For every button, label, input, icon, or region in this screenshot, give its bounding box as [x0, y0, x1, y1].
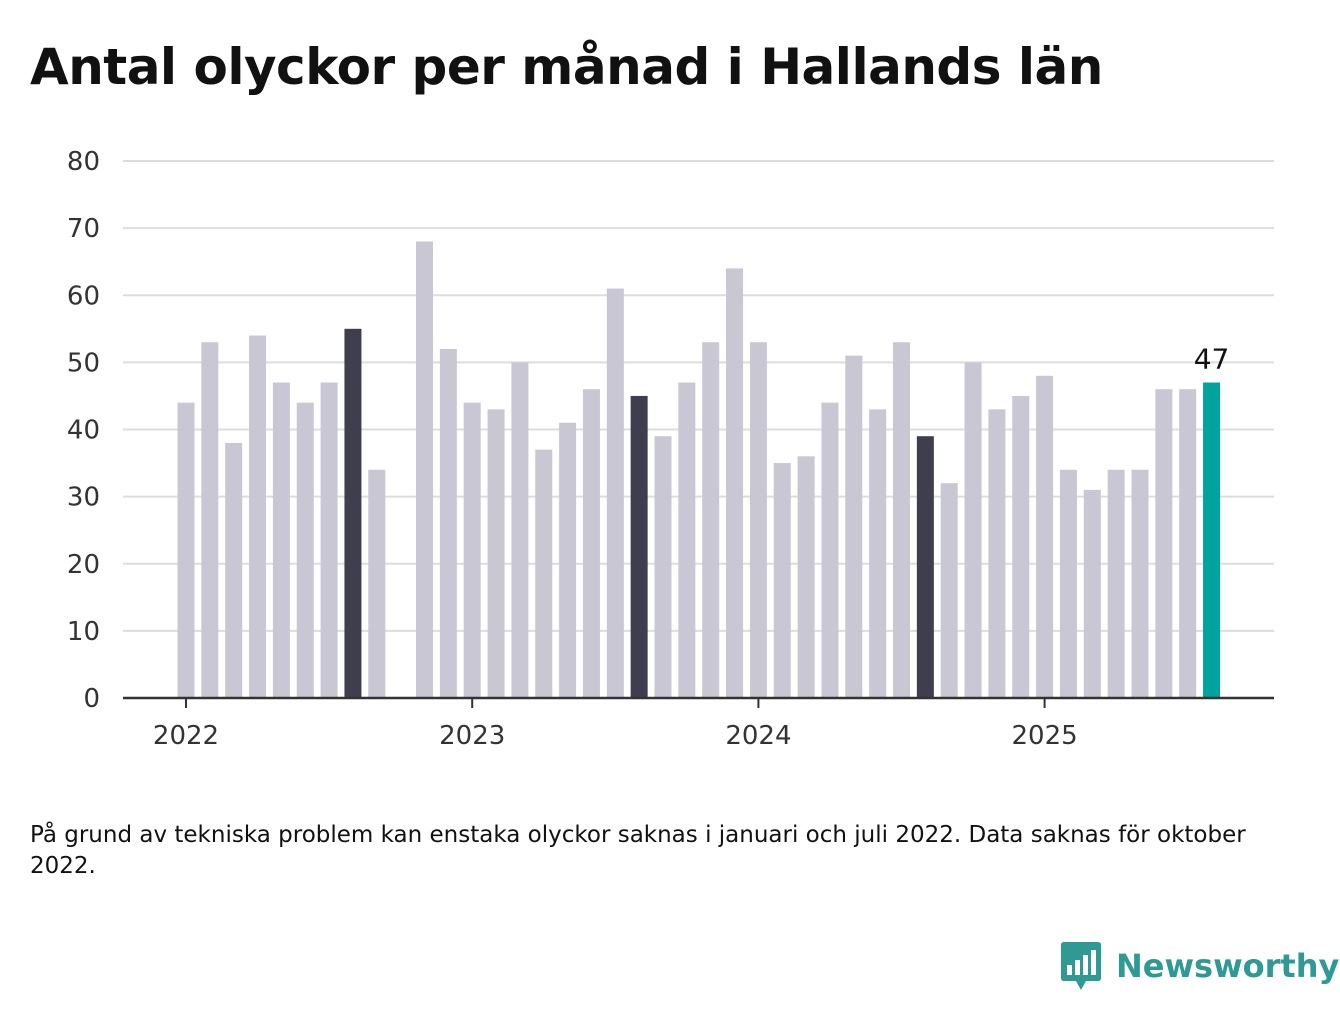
bar-2022-11 — [416, 241, 433, 699]
bar-2022-08 — [344, 328, 362, 698]
bars — [177, 241, 1221, 699]
bar-2023-03 — [511, 362, 529, 698]
bar-2023-05 — [559, 422, 577, 698]
bar-2023-07 — [606, 288, 624, 698]
bar-2025-04 — [1107, 469, 1125, 698]
bar-2025-02 — [1059, 469, 1077, 698]
bar-2024-05 — [845, 355, 863, 698]
bar-2022-02 — [201, 342, 219, 698]
bar-2022-07 — [320, 382, 338, 698]
bar-2022-06 — [296, 402, 314, 698]
data-label: 47 — [1194, 343, 1230, 376]
y-tick-label: 50 — [67, 348, 100, 378]
bar-2023-09 — [654, 436, 672, 698]
y-tick-label: 30 — [67, 483, 100, 513]
x-tick-label: 2023 — [439, 721, 505, 751]
bar-2023-08 — [630, 395, 648, 698]
bar-2025-03 — [1083, 489, 1101, 698]
bar-2025-01 — [1036, 375, 1054, 698]
bar-2023-01 — [463, 402, 481, 698]
x-tick-label: 2025 — [1012, 721, 1078, 751]
bar-2024-02 — [773, 463, 791, 698]
bar-chart: 0 10 20 30 40 50 60 70 80 2022 2023 2024 2025 47 — [67, 147, 1274, 751]
y-tick-label: 0 — [83, 684, 100, 714]
bar-2025-06 — [1155, 389, 1173, 698]
bar-2025-08 — [1203, 382, 1221, 698]
footnote: På grund av tekniska problem kan enstaka… — [30, 822, 1246, 879]
bar-2024-07 — [893, 342, 910, 698]
y-tick-label: 80 — [67, 147, 100, 177]
bar-2024-04 — [821, 402, 839, 698]
bar-2023-10 — [678, 382, 696, 698]
bar-2023-02 — [487, 409, 505, 698]
bar-2023-04 — [535, 449, 553, 698]
y-axis-ticks: 0 10 20 30 40 50 60 70 80 — [67, 147, 100, 714]
bar-2022-09 — [368, 469, 386, 698]
x-axis-ticks: 2022 2023 2024 2025 — [153, 698, 1078, 751]
bar-2022-04 — [249, 335, 267, 698]
bar-2024-11 — [988, 409, 1006, 698]
bar-2022-12 — [439, 348, 457, 698]
y-tick-label: 70 — [67, 214, 100, 244]
bar-2023-12 — [726, 268, 744, 698]
bar-2023-06 — [582, 389, 600, 698]
bar-2022-03 — [225, 442, 243, 698]
y-tick-label: 60 — [67, 281, 100, 311]
x-tick-label: 2024 — [725, 721, 791, 751]
bar-2024-08 — [916, 436, 934, 698]
brand-logo: Newsworthy — [1060, 938, 1339, 994]
brand-name: Newsworthy — [1116, 947, 1340, 985]
bar-2022-05 — [272, 382, 290, 698]
bar-2024-01 — [749, 342, 767, 698]
data-labels: 47 — [1194, 343, 1230, 376]
newsworthy-logo-icon — [1061, 942, 1101, 990]
y-tick-label: 10 — [67, 617, 100, 647]
y-tick-label: 20 — [67, 550, 100, 580]
bar-2025-05 — [1131, 469, 1149, 698]
bar-2025-07 — [1179, 389, 1197, 698]
x-tick-label: 2022 — [153, 721, 219, 751]
grid-lines — [123, 160, 1274, 632]
page-title: Antal olyckor per månad i Hallands län — [30, 38, 1103, 96]
bar-2024-10 — [964, 362, 982, 698]
bar-2024-12 — [1012, 395, 1030, 698]
bar-2024-09 — [940, 483, 958, 698]
bar-2024-03 — [797, 456, 815, 698]
y-tick-label: 40 — [67, 416, 100, 446]
bar-2022-01 — [177, 402, 195, 698]
bar-2024-06 — [869, 409, 887, 698]
bar-2023-11 — [702, 342, 720, 698]
